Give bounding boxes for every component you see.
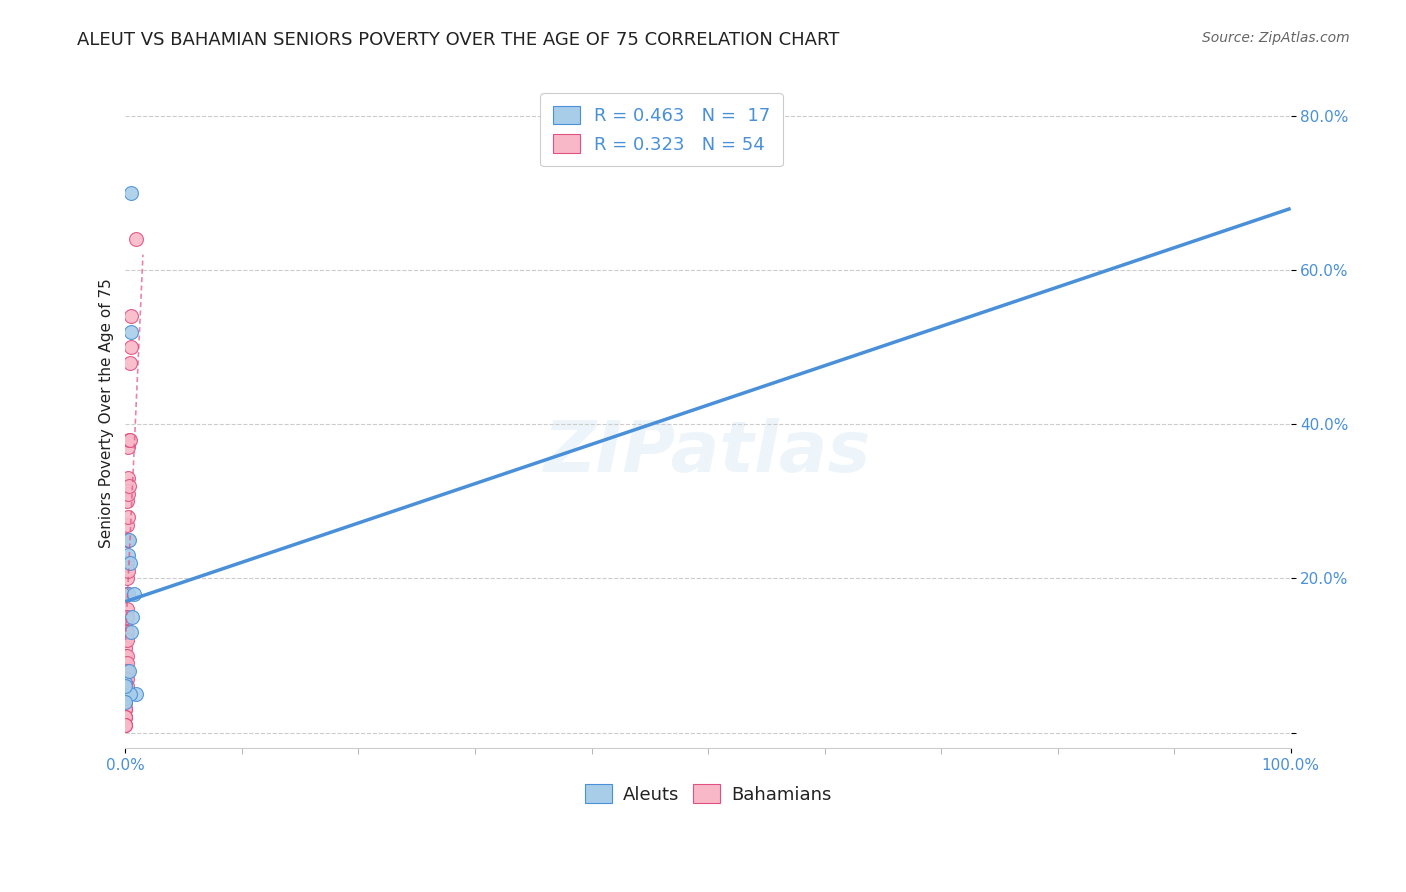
Point <box>114 687 136 701</box>
Point <box>114 718 136 732</box>
Point <box>114 687 136 701</box>
Point <box>114 702 136 716</box>
Point <box>114 675 136 690</box>
Point <box>114 695 136 709</box>
Point <box>117 533 139 547</box>
Point <box>117 471 139 485</box>
Point <box>114 710 136 724</box>
Point <box>114 718 136 732</box>
Point <box>115 633 138 648</box>
Point <box>117 564 139 578</box>
Point <box>115 571 138 585</box>
Point <box>115 648 138 663</box>
Point <box>125 232 148 246</box>
Point <box>115 664 138 678</box>
Point <box>117 549 139 563</box>
Point <box>117 486 139 500</box>
Point <box>121 610 143 624</box>
Point <box>117 587 139 601</box>
Point <box>117 587 139 601</box>
Point <box>115 625 138 640</box>
Point <box>120 325 142 339</box>
Point <box>120 356 142 370</box>
Point <box>114 633 136 648</box>
Point <box>115 533 138 547</box>
Point <box>114 690 136 705</box>
Text: ZIPatlas: ZIPatlas <box>544 418 872 487</box>
Point <box>114 695 136 709</box>
Point <box>115 657 138 671</box>
Point <box>120 687 142 701</box>
Point <box>115 517 138 532</box>
Point <box>115 610 138 624</box>
Point <box>114 695 136 709</box>
Point <box>118 479 141 493</box>
Point <box>120 340 142 354</box>
Point <box>114 695 136 709</box>
Y-axis label: Seniors Poverty Over the Age of 75: Seniors Poverty Over the Age of 75 <box>100 278 114 548</box>
Point <box>120 625 142 640</box>
Point <box>120 186 142 200</box>
Point <box>125 687 148 701</box>
Point <box>115 602 138 616</box>
Point <box>114 625 136 640</box>
Point <box>115 556 138 570</box>
Point <box>115 494 138 508</box>
Point <box>120 310 142 324</box>
Point <box>115 679 138 693</box>
Point <box>114 617 136 632</box>
Point <box>114 640 136 655</box>
Point <box>117 509 139 524</box>
Point <box>114 672 136 686</box>
Point <box>114 648 136 663</box>
Point <box>114 710 136 724</box>
Point <box>114 679 136 693</box>
Point <box>114 702 136 716</box>
Point <box>114 710 136 724</box>
Point <box>114 672 136 686</box>
Point <box>120 556 142 570</box>
Point <box>118 433 141 447</box>
Text: Source: ZipAtlas.com: Source: ZipAtlas.com <box>1202 31 1350 45</box>
Point <box>114 718 136 732</box>
Point <box>115 587 138 601</box>
Point <box>118 664 141 678</box>
Point <box>114 679 136 693</box>
Point <box>115 672 138 686</box>
Legend: Aleuts, Bahamians: Aleuts, Bahamians <box>575 775 841 813</box>
Point <box>114 687 136 701</box>
Point <box>114 664 136 678</box>
Point <box>122 587 145 601</box>
Point <box>114 702 136 716</box>
Text: ALEUT VS BAHAMIAN SENIORS POVERTY OVER THE AGE OF 75 CORRELATION CHART: ALEUT VS BAHAMIAN SENIORS POVERTY OVER T… <box>77 31 839 49</box>
Point <box>118 533 141 547</box>
Point <box>117 441 139 455</box>
Point <box>120 433 142 447</box>
Point <box>114 679 136 693</box>
Point <box>114 657 136 671</box>
